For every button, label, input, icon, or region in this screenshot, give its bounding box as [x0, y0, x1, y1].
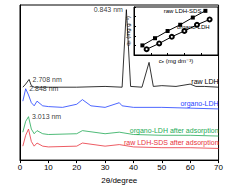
- svg-text:10: 10: [44, 163, 53, 172]
- svg-text:organo-LDH after adsorption: organo-LDH after adsorption: [130, 127, 219, 135]
- svg-text:50: 50: [157, 163, 166, 172]
- svg-text:3.013 nm: 3.013 nm: [32, 113, 61, 120]
- svg-text:cₑ (mg dm⁻³): cₑ (mg dm⁻³): [159, 58, 193, 64]
- svg-text:organo-LDH: organo-LDH: [177, 24, 210, 30]
- svg-text:70: 70: [214, 163, 223, 172]
- svg-text:qₑ (mg g⁻¹): qₑ (mg g⁻¹): [125, 16, 131, 46]
- svg-text:0.843 nm: 0.843 nm: [94, 6, 123, 13]
- svg-text:raw LDH-SDS after adsorption: raw LDH-SDS after adsorption: [124, 139, 219, 147]
- svg-text:0: 0: [18, 163, 23, 172]
- svg-text:2θ/degree: 2θ/degree: [101, 176, 138, 185]
- svg-text:2.848 nm: 2.848 nm: [29, 85, 58, 92]
- svg-text:organo-LDH: organo-LDH: [180, 100, 218, 108]
- svg-text:30: 30: [101, 163, 110, 172]
- svg-text:raw LDH: raw LDH: [191, 78, 218, 85]
- svg-text:2.708 nm: 2.708 nm: [33, 76, 62, 83]
- svg-text:raw LDH-SDS: raw LDH-SDS: [164, 8, 202, 14]
- svg-text:60: 60: [186, 163, 195, 172]
- svg-text:20: 20: [72, 163, 81, 172]
- svg-text:40: 40: [129, 163, 138, 172]
